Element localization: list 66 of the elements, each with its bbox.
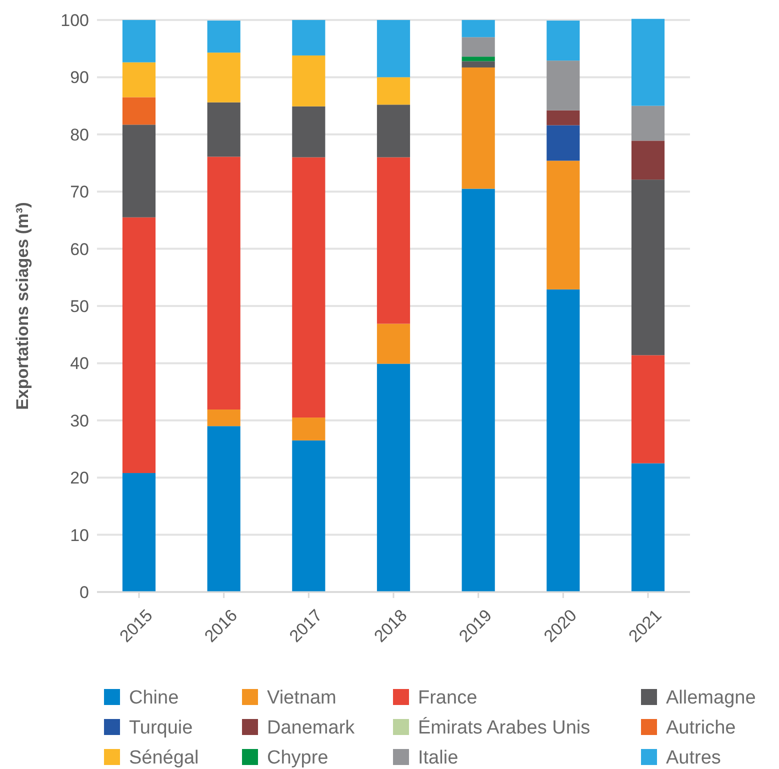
legend-label: Émirats Arabes Unis (418, 716, 590, 739)
bar (462, 37, 495, 57)
bar (376, 364, 410, 592)
bar (292, 106, 326, 158)
bar (292, 440, 326, 592)
bar (546, 125, 580, 161)
bar (292, 20, 326, 56)
bar (122, 473, 156, 592)
bar (376, 324, 410, 364)
bar (376, 157, 410, 324)
bar (631, 355, 665, 464)
legend-label: Vietnam (267, 688, 336, 709)
legend-label: Chine (129, 688, 179, 709)
y-tick-label: 80 (70, 125, 89, 144)
bar (546, 160, 580, 290)
bar (207, 52, 240, 102)
bar (631, 106, 665, 141)
bar (376, 20, 410, 78)
legend-label: Turquie (129, 718, 193, 739)
bar (631, 140, 665, 180)
bar (292, 418, 326, 440)
legend-label: Autriche (666, 718, 736, 739)
bar (207, 102, 240, 157)
bar (122, 62, 156, 98)
bar (546, 110, 580, 126)
bar (546, 20, 580, 61)
bar (462, 56, 495, 62)
y-tick-label: 50 (70, 296, 89, 316)
legend-label: Chypre (267, 748, 328, 769)
legend-label: Sénégal (129, 748, 199, 769)
bar (207, 20, 240, 53)
legend-label: Autres (666, 748, 721, 769)
bar (631, 463, 665, 592)
bar (292, 157, 326, 418)
bar (462, 61, 495, 68)
y-tick-label: 70 (70, 182, 89, 202)
bar (462, 188, 495, 592)
bar (292, 55, 326, 106)
bar (122, 217, 156, 474)
y-tick-label: 100 (60, 10, 89, 30)
bar (122, 124, 156, 218)
bar (631, 18, 665, 106)
bar (207, 156, 240, 410)
bar (546, 289, 580, 592)
bar (207, 410, 240, 426)
y-tick-label: 60 (70, 240, 89, 259)
y-tick-label: 0 (80, 582, 89, 602)
y-axis-title: Exportations sciages (m³) (13, 202, 32, 410)
bar (462, 20, 495, 38)
bar (546, 60, 580, 110)
bar (376, 104, 410, 158)
legend-label: France (418, 688, 478, 709)
bar (207, 426, 240, 592)
y-tick-label: 20 (70, 468, 89, 488)
bar (122, 20, 156, 62)
y-tick-label: 90 (70, 68, 89, 88)
y-tick-label: 30 (70, 411, 89, 430)
bar (631, 180, 665, 356)
y-tick-label: 40 (70, 354, 89, 374)
legend-label: Allemagne (666, 688, 756, 709)
bar (376, 77, 410, 105)
y-tick-label: 10 (70, 526, 89, 545)
bar (122, 97, 156, 125)
bar (462, 67, 495, 189)
legend-label: Italie (418, 748, 458, 769)
legend-label: Danemark (267, 718, 356, 739)
